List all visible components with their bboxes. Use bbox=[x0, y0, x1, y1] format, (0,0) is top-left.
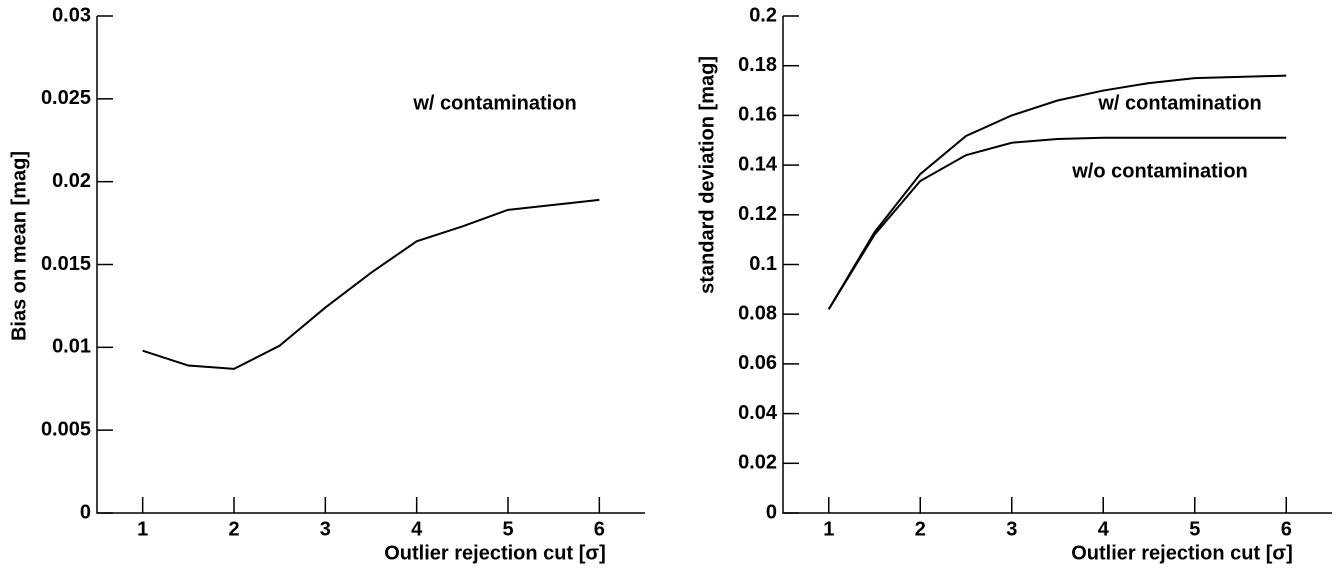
series-label: w/ contamination bbox=[1097, 92, 1261, 114]
y-tick-label: 0.18 bbox=[738, 54, 777, 76]
x-tick-label: 5 bbox=[502, 518, 513, 540]
line bbox=[827, 74, 1287, 310]
x-tick-label: 3 bbox=[1006, 518, 1017, 540]
y-tick-label: 0.1 bbox=[749, 253, 777, 275]
x-tick-label: 2 bbox=[915, 518, 926, 540]
x-tick-label: 5 bbox=[1189, 518, 1200, 540]
x-tick-label: 6 bbox=[1281, 518, 1292, 540]
y-tick-label: 0.16 bbox=[738, 104, 777, 126]
series-label: w/o contamination bbox=[1071, 160, 1248, 182]
y-tick-label: 0.04 bbox=[738, 402, 778, 424]
x-tick-label: 2 bbox=[228, 518, 239, 540]
x-axis-label: Outlier rejection cut [σ] bbox=[384, 542, 605, 564]
x-tick-label: 3 bbox=[320, 518, 331, 540]
y-axis-label: standard deviation [mag] bbox=[696, 56, 718, 294]
y-tick-label: 0.01 bbox=[52, 336, 91, 358]
x-tick-label: 1 bbox=[137, 518, 148, 540]
series-label: w/ contamination bbox=[412, 92, 576, 114]
y-tick-label: 0.005 bbox=[41, 418, 91, 440]
y-tick-label: 0.02 bbox=[52, 170, 91, 192]
y-tick-label: 0.015 bbox=[41, 253, 91, 275]
y-tick-label: 0.03 bbox=[52, 4, 91, 26]
y-tick-label: 0.02 bbox=[738, 452, 777, 474]
y-axis-label: Bias on mean [mag] bbox=[8, 151, 30, 341]
axes bbox=[782, 16, 1332, 514]
x-tick-label: 4 bbox=[1098, 518, 1110, 540]
y-tick-label: 0.025 bbox=[41, 87, 91, 109]
y-tick-label: 0.2 bbox=[749, 4, 777, 26]
x-tick-label: 1 bbox=[823, 518, 834, 540]
y-tick-label: 0.06 bbox=[738, 352, 777, 374]
y-tick-label: 0 bbox=[766, 501, 777, 523]
x-axis-label: Outlier rejection cut [σ] bbox=[1071, 542, 1292, 564]
axes bbox=[96, 16, 645, 514]
y-tick-label: 0.08 bbox=[738, 302, 777, 324]
y-tick-label: 0.12 bbox=[738, 203, 777, 225]
line bbox=[827, 136, 1287, 310]
line bbox=[142, 198, 600, 370]
y-tick-label: 0.14 bbox=[738, 153, 778, 175]
x-tick-label: 6 bbox=[594, 518, 605, 540]
y-tick-label: 0 bbox=[80, 501, 91, 523]
x-tick-label: 4 bbox=[411, 518, 423, 540]
